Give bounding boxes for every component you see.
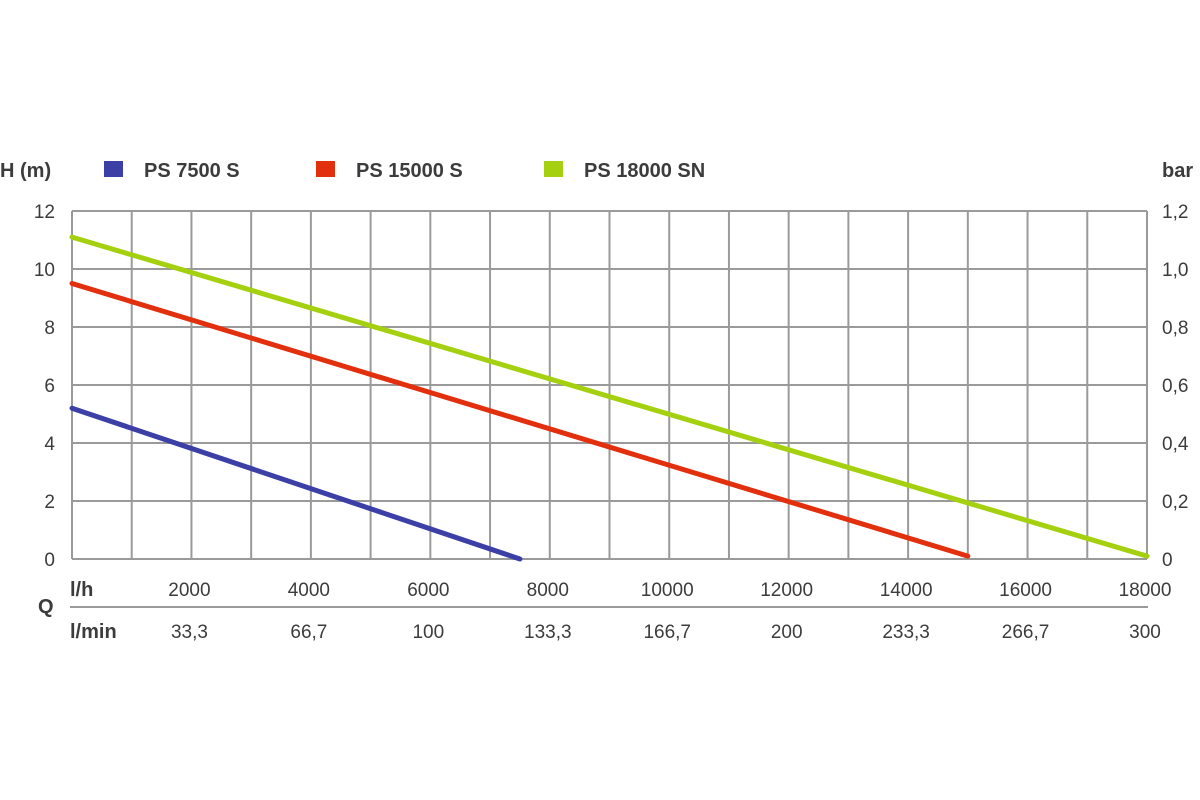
y-tick-label-right: 1,2 [1162,202,1188,223]
y-tick-label-left: 6 [44,376,55,397]
y-tick-label-right: 0,2 [1162,492,1188,513]
x-tick-label: 18000 [1119,580,1172,601]
y-tick-label-right: 1,0 [1162,260,1188,281]
series-line-1 [69,281,971,559]
x-secondary-tick-label: 166,7 [643,622,691,643]
x-unit-secondary: l/min [70,621,117,643]
y-tick-label-left: 0 [44,550,55,571]
legend-swatch-0 [104,161,123,177]
x-axis-label: Q [38,596,54,618]
y-tick-label-right: 0,8 [1162,318,1188,339]
x-secondary-tick-label: 66,7 [290,622,327,643]
x-tick-label: 4000 [288,580,330,601]
y-tick-label-right: 0,6 [1162,376,1188,397]
x-tick-label: 12000 [760,580,813,601]
x-secondary-tick-label: 33,3 [171,622,208,643]
y-tick-label-left: 2 [44,492,55,513]
x-unit-primary: l/h [70,579,93,601]
y-tick-label-right: 0,4 [1162,434,1189,455]
x-tick-label: 8000 [527,580,569,601]
series-lines [69,234,1150,562]
x-tick-label: 16000 [999,580,1052,601]
y-axis-label-left: H (m) [0,160,51,182]
tick-labels: 0 0 2 0,2 4 0,4 6 0,6 8 0,8 10 1,0 12 1,2 2000 33,3 4000… [34,202,1189,643]
y-tick-label-right: 0 [1162,550,1173,571]
legend-label-1: PS 15000 S [356,160,463,182]
x-tick-label: 6000 [407,580,449,601]
x-secondary-tick-label: 133,3 [524,622,572,643]
x-secondary-tick-label: 200 [771,622,803,643]
x-secondary-tick-label: 100 [412,622,444,643]
series-line-2 [69,234,1150,559]
x-tick-label: 14000 [880,580,933,601]
x-secondary-tick-label: 233,3 [882,622,930,643]
y-tick-label-left: 10 [34,260,55,281]
legend-label-0: PS 7500 S [144,160,240,182]
series-line-0 [69,405,523,562]
legend-swatch-2 [544,161,563,177]
x-tick-label: 2000 [168,580,210,601]
x-secondary-tick-label: 266,7 [1002,622,1050,643]
legend-label-2: PS 18000 SN [584,160,705,182]
grid [71,210,1148,560]
legend: PS 7500 S PS 15000 S PS 18000 SN [104,160,705,182]
x-secondary-tick-label: 300 [1129,622,1161,643]
y-axis-label-right: bar [1162,160,1193,182]
y-tick-label-left: 4 [44,434,55,455]
y-tick-label-left: 8 [44,318,55,339]
y-tick-label-left: 12 [34,202,55,223]
x-tick-label: 10000 [641,580,694,601]
legend-swatch-1 [316,161,335,177]
